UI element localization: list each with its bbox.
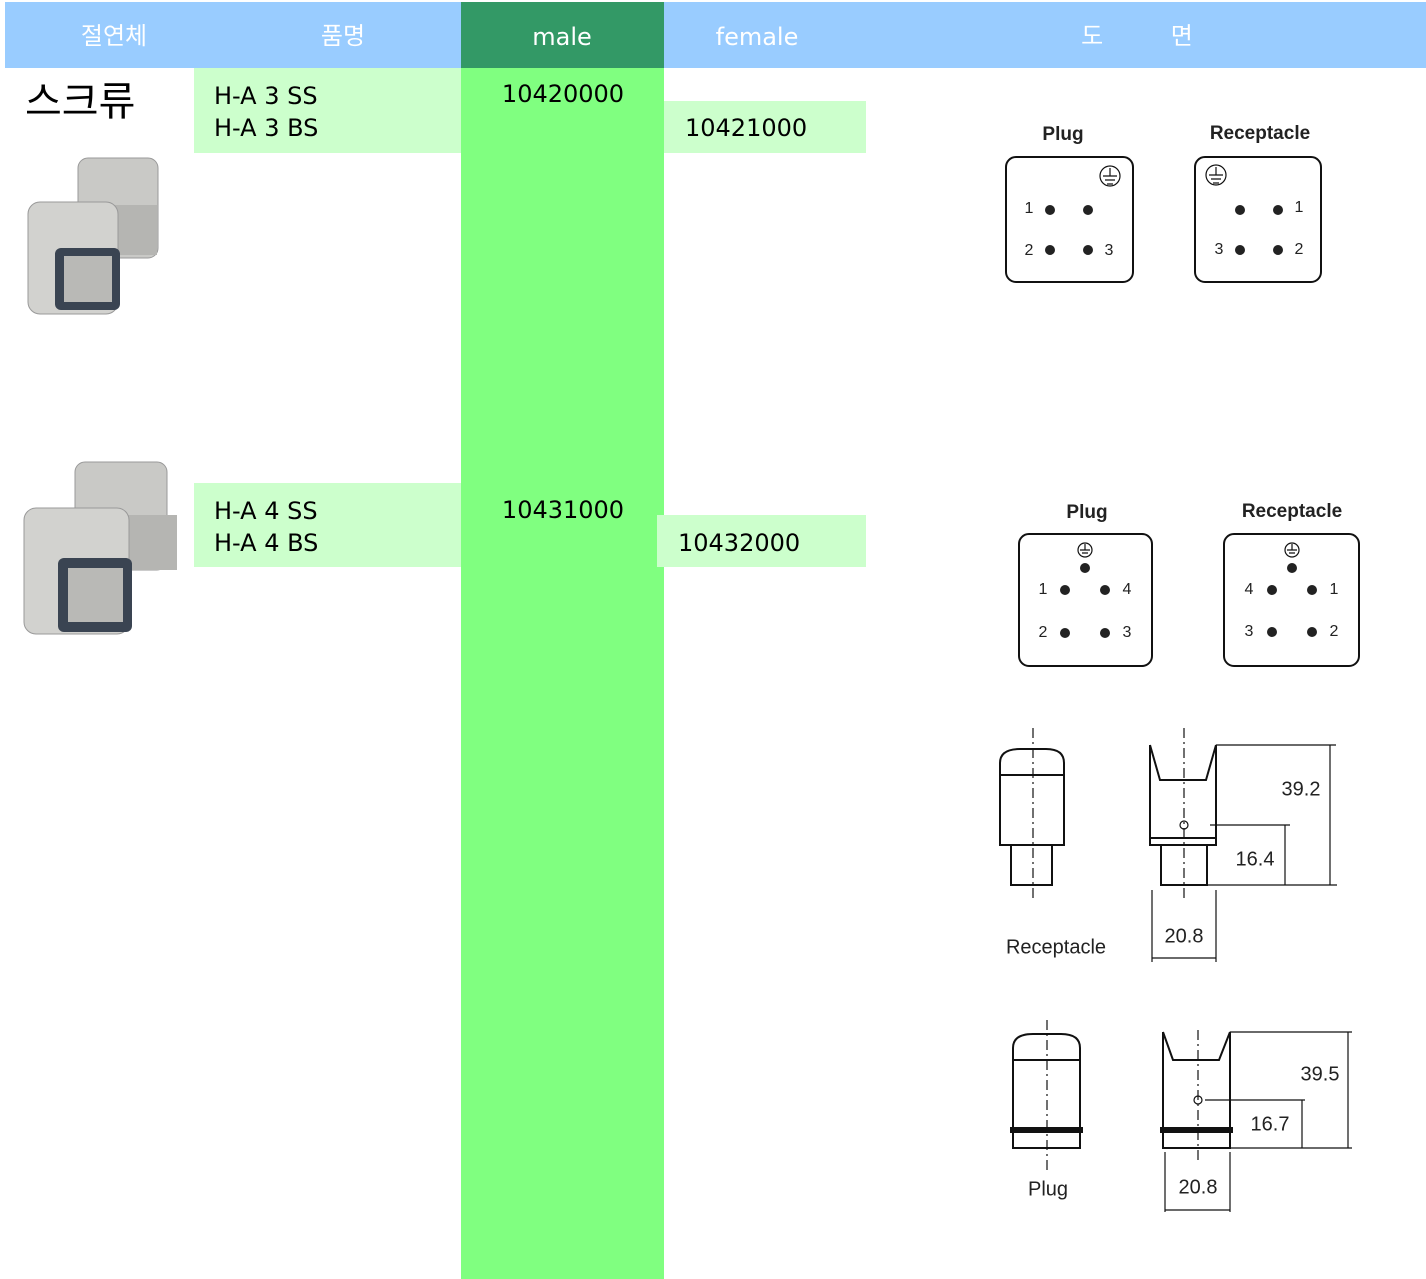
insulator-type: 스크류 [25,79,135,125]
pin-label: 3 [1123,624,1132,641]
dimension-caption: Receptacle [1006,936,1106,958]
female-code: 10432000 [678,529,800,557]
product-name: H-A 3 SS [214,82,318,110]
product-name: H-A 4 BS [214,529,318,557]
male-code: 10431000 [502,496,624,524]
header-cell: 절연체 [81,22,147,50]
dimension-drawing: 39.2 16.4 20.8 Receptacle [999,728,1337,962]
pin-label: 2 [1025,242,1034,259]
dimension-label: 20.8 [1179,1176,1218,1198]
dimension-label: 20.8 [1165,925,1204,947]
female-cell [664,101,866,153]
pin-label: 3 [1245,623,1254,640]
pinout-drawing: Plug 1 4 2 3 Receptacle 4 1 3 2 [1018,501,1360,667]
pinout-title: Plug [1042,124,1083,145]
header-cell: male [532,23,592,51]
pin-label: 2 [1039,624,1048,641]
pin-label: 3 [1215,241,1224,258]
header-cell: 품명 [321,22,365,50]
dimension-caption: Plug [1028,1178,1068,1200]
pin-label: 4 [1245,581,1254,598]
male-header [461,2,664,68]
dimension-label: 16.4 [1236,848,1275,870]
pin-label: 1 [1025,200,1034,217]
pinout-title: Plug [1066,502,1107,523]
male-column [461,68,664,1279]
pinout-title: Receptacle [1210,123,1310,144]
dimension-drawing: 39.5 16.7 20.8 Plug [1010,1020,1352,1212]
name-cell [194,68,461,153]
dimension-label: 16.7 [1251,1113,1290,1135]
connector-photo [27,157,159,315]
pin-label: 1 [1295,199,1304,216]
female-cell [657,515,866,567]
connector-photo [23,461,177,635]
pin-label: 2 [1295,241,1304,258]
pin-label: 1 [1330,581,1339,598]
pinout-drawing: Plug 1 2 3 Receptacle 1 3 2 [1005,123,1322,283]
pin-label: 4 [1123,581,1132,598]
pin-label: 1 [1039,581,1048,598]
dimension-label: 39.2 [1282,778,1321,800]
male-code: 10420000 [502,80,624,108]
product-name: H-A 4 SS [214,497,318,525]
pinout-title: Receptacle [1242,501,1342,522]
header-cell: female [716,23,799,51]
header-cell: 도 면 [1081,22,1193,50]
female-code: 10421000 [685,114,807,142]
pin-label: 3 [1105,242,1114,259]
name-cell [194,483,461,567]
pin-label: 2 [1330,623,1339,640]
product-name: H-A 3 BS [214,114,318,142]
header-bar [5,2,1426,68]
dimension-label: 39.5 [1301,1063,1340,1085]
